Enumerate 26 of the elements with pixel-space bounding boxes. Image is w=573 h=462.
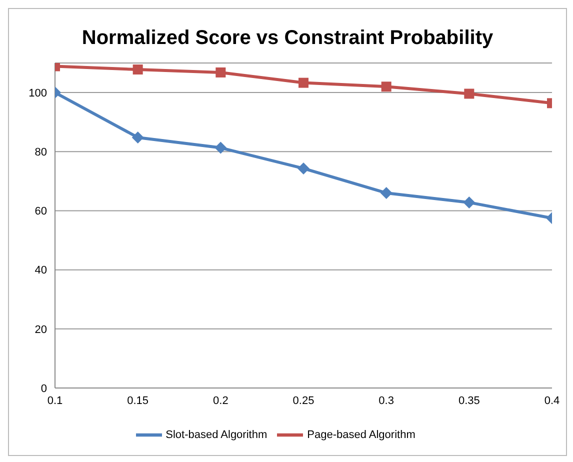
x-tick-label: 0.15 — [127, 394, 149, 407]
y-tick-label: 100 — [28, 87, 47, 100]
y-tick-label: 80 — [34, 146, 47, 159]
y-tick-label: 20 — [34, 324, 47, 336]
legend-label: Slot-based Algorithm — [166, 428, 268, 441]
point — [298, 162, 310, 174]
x-tick-label: 0.2 — [213, 394, 228, 407]
y-tick-label: 60 — [34, 206, 47, 218]
point — [464, 88, 474, 99]
point — [298, 78, 308, 88]
y-tick-label: 40 — [34, 264, 47, 277]
point — [381, 82, 392, 92]
point — [216, 67, 226, 78]
legend-label: Page-based Algorithm — [307, 428, 416, 441]
chart-title: Normalized Score vs Constraint Probability — [80, 27, 494, 51]
x-tick-label: 0.3 — [378, 394, 394, 407]
point — [132, 64, 143, 74]
point — [214, 142, 227, 154]
x-tick-label: 0.35 — [458, 394, 480, 407]
point — [463, 196, 476, 208]
x-tick-label: 0.1 — [47, 394, 63, 407]
x-tick-label: 0.4 — [544, 394, 560, 407]
x-tick-label: 0.25 — [292, 394, 314, 407]
y-tick-label: 0 — [40, 382, 47, 395]
point — [132, 131, 144, 144]
point — [380, 187, 392, 199]
